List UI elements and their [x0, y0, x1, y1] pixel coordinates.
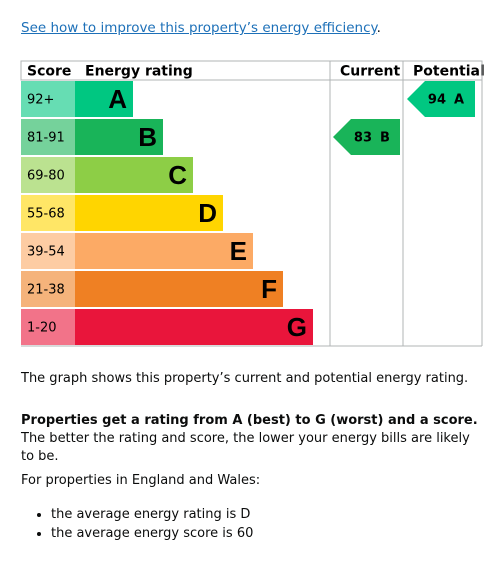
rating-text: Properties get a rating from A (best) to… — [21, 412, 481, 466]
improve-link[interactable]: See how to improve this property’s energ… — [21, 20, 377, 36]
band-score: 81-91 — [27, 131, 65, 146]
current-score: 83 — [354, 131, 372, 146]
potential-score: 94 — [428, 93, 446, 108]
band-letter: E — [230, 236, 247, 266]
rating-rest: The better the rating and score, the low… — [21, 431, 470, 464]
rating-bar — [75, 309, 313, 345]
score-cell — [21, 157, 75, 193]
band-letter: D — [198, 198, 217, 228]
band-score: 21-38 — [27, 283, 65, 298]
score-cell — [21, 81, 75, 117]
score-cell — [21, 119, 75, 155]
link-row: See how to improve this property’s energ… — [21, 20, 381, 36]
energy-chart: Score Energy rating Current Potential 92+ A 81… — [20, 60, 485, 347]
score-cell — [21, 233, 75, 269]
rating-bar — [75, 157, 193, 193]
score-cell — [21, 195, 75, 231]
band-letter: C — [168, 160, 187, 190]
column-header: Potential — [413, 64, 485, 80]
band-score: 55-68 — [27, 207, 65, 222]
band-letter: F — [261, 274, 277, 304]
list-item: the average energy rating is D — [51, 505, 253, 524]
link-suffix: . — [376, 20, 381, 36]
column-header: Current — [340, 64, 401, 80]
column-header: Score — [27, 64, 71, 80]
rating-bold: Properties get a rating from A (best) to… — [21, 413, 478, 428]
band-score: 1-20 — [27, 321, 57, 336]
band-score: 39-54 — [27, 245, 65, 260]
potential-arrow — [407, 81, 475, 117]
graph-text: The graph shows this property’s current … — [21, 371, 469, 386]
rating-bar — [75, 233, 253, 269]
averages-list: the average energy rating is D the avera… — [21, 505, 253, 543]
current-arrow — [333, 119, 400, 155]
band-score: 92+ — [27, 93, 54, 108]
band-score: 69-80 — [27, 169, 65, 184]
rating-bar — [75, 119, 163, 155]
rating-bar — [75, 195, 223, 231]
band-letter: G — [287, 312, 307, 342]
current-rating: B — [380, 131, 390, 146]
rating-bar — [75, 271, 283, 307]
score-cell — [21, 271, 75, 307]
rating-bar — [75, 81, 133, 117]
band-letter: A — [108, 84, 127, 114]
column-header: Energy rating — [85, 64, 193, 80]
band-letter: B — [138, 122, 157, 152]
potential-rating: A — [454, 93, 464, 108]
region-text: For properties in England and Wales: — [21, 473, 261, 488]
score-cell — [21, 309, 75, 345]
list-item: the average energy score is 60 — [51, 524, 253, 543]
